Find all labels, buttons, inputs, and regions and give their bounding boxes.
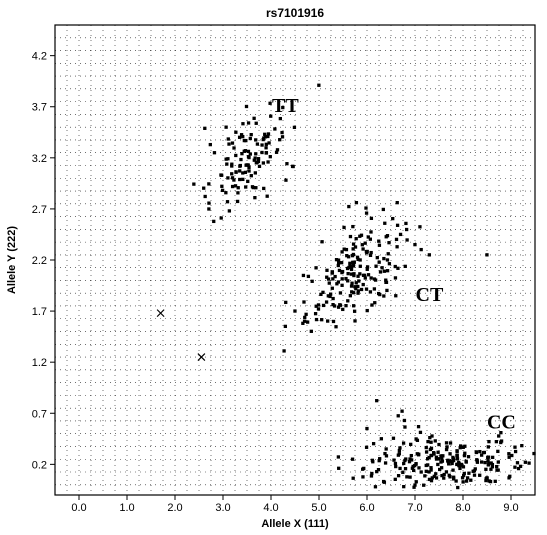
x-axis-label: Allele X (111)	[261, 518, 329, 530]
xtick-label: 0.0	[71, 502, 86, 514]
ytick-label: 1.7	[32, 306, 47, 318]
ytick-label: 1.2	[32, 357, 47, 369]
xtick-label: 2.0	[167, 502, 182, 514]
xtick-label: 4.0	[263, 502, 278, 514]
y-axis-label: Allele Y (222)	[6, 226, 18, 294]
ytick-label: 3.7	[32, 102, 47, 114]
scatter-chart: 0.0 1.0 2.0 3.0 4.0 5.0 6.0 7.0 8.0 9.0 0.2 0.7 1.2 1…	[0, 0, 547, 535]
cluster-label-ct: CT	[416, 284, 444, 306]
chart-title: rs7101916	[266, 6, 324, 20]
ytick-label: 2.7	[32, 204, 47, 216]
ytick-label: 0.7	[32, 408, 47, 420]
cluster-label-cc: CC	[487, 412, 516, 434]
chart-svg: 0.0 1.0 2.0 3.0 4.0 5.0 6.0 7.0 8.0 9.0 0.2 0.7 1.2 1…	[0, 0, 547, 535]
xtick-label: 8.0	[455, 502, 470, 514]
ytick-label: 0.2	[32, 459, 47, 471]
ytick-label: 4.2	[32, 51, 47, 63]
ytick-label: 2.2	[32, 255, 47, 267]
xtick-label: 5.0	[311, 502, 326, 514]
cluster-label-tt: TT	[272, 95, 299, 117]
xtick-label: 1.0	[119, 502, 134, 514]
xtick-label: 9.0	[503, 502, 518, 514]
xtick-label: 7.0	[407, 502, 422, 514]
xtick-label: 6.0	[359, 502, 374, 514]
xtick-label: 3.0	[215, 502, 230, 514]
ytick-label: 3.2	[32, 153, 47, 165]
